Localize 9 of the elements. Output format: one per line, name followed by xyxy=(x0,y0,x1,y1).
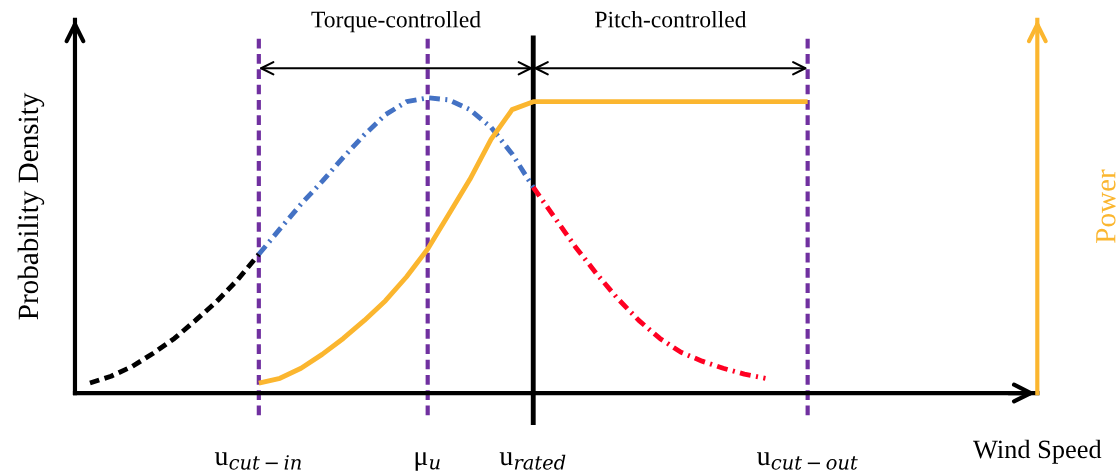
y2-axis-title: Power xyxy=(1096,169,1116,243)
x-axis-title: Wind Speed xyxy=(973,439,1102,464)
x-tick-label: u$_{rated}$ xyxy=(499,452,566,470)
x-tick-label: μ$_{u}$ xyxy=(415,452,440,471)
text: Pitch-controlled xyxy=(595,10,747,28)
text: Torque-controlled xyxy=(311,10,481,33)
x-tick-label: u$_{cut−out}$ xyxy=(757,452,858,470)
x-tick-label: u$_{cut−in}$ xyxy=(214,452,301,470)
y-axis-title: Probability Density xyxy=(17,92,45,320)
